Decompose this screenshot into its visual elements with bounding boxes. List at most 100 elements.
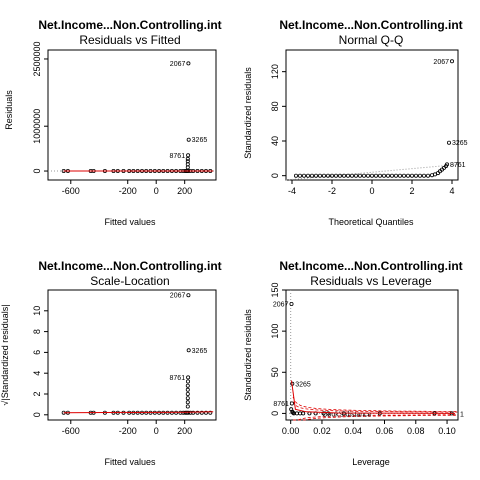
point-label: 3265	[192, 137, 208, 144]
cooks-contour	[293, 414, 458, 421]
data-point	[186, 348, 191, 353]
cooks-distance-contours	[292, 396, 458, 421]
data-point	[353, 173, 358, 178]
data-point	[369, 173, 374, 178]
x-tick-label: 0.04	[344, 426, 362, 436]
data-point	[349, 173, 354, 178]
x-tick-label: 0.00	[282, 426, 300, 436]
y-tick-label: 0	[270, 173, 280, 178]
y-axis-label: Standardized residuals	[243, 309, 253, 401]
x-tick-label: 200	[177, 426, 192, 436]
y-tick-label: 50	[270, 367, 280, 377]
y-tick-label: 8	[32, 329, 42, 334]
x-tick-label: 0	[154, 186, 159, 196]
data-point	[435, 171, 440, 176]
data-point	[337, 173, 342, 178]
data-point	[185, 379, 190, 384]
data-point	[185, 383, 190, 388]
point-label: 2067	[170, 293, 186, 300]
data-point	[185, 391, 190, 396]
panel-subtitle: Residuals vs Fitted	[79, 33, 180, 47]
data-point	[317, 173, 322, 178]
data-point	[293, 173, 298, 178]
data-point	[185, 404, 190, 409]
plot-frame	[285, 289, 459, 421]
residuals-vs-fitted-panel: Net.Income...Non.Controlling.int Residua…	[4, 18, 222, 227]
data-point	[393, 173, 398, 178]
scale-location-panel: Net.Income...Non.Controlling.int Scale-L…	[0, 259, 222, 467]
data-point	[401, 173, 406, 178]
data-point	[185, 387, 190, 392]
point-label: 8761	[450, 162, 466, 169]
x-tick-label: 2	[409, 186, 414, 196]
data-point	[444, 162, 449, 167]
data-point	[409, 173, 414, 178]
x-tick-label: -4	[288, 186, 296, 196]
data-point	[365, 173, 370, 178]
data-point	[321, 411, 326, 416]
data-point	[289, 401, 294, 406]
plot-frame	[47, 49, 217, 181]
data-point	[186, 293, 191, 298]
data-points	[61, 61, 213, 173]
y-tick-label: 2	[32, 391, 42, 396]
data-point	[421, 173, 426, 178]
data-point	[289, 301, 294, 306]
panel-subtitle: Scale-Location	[90, 274, 169, 288]
data-point	[389, 173, 394, 178]
y-tick-label: 4	[32, 371, 42, 376]
y-tick-label: 0	[32, 169, 42, 174]
data-points	[289, 301, 454, 416]
data-point	[301, 173, 306, 178]
point-label: 8761	[170, 375, 186, 382]
data-point	[185, 396, 190, 401]
y-axis-label: Residuals	[4, 90, 14, 130]
data-point	[309, 173, 314, 178]
data-point	[185, 400, 190, 405]
y-axis-label: Standardized residuals	[243, 67, 253, 159]
x-axis-label: Fitted values	[104, 457, 156, 467]
data-point	[397, 173, 402, 178]
data-point	[191, 410, 196, 415]
panel-subtitle: Residuals vs Leverage	[310, 274, 432, 288]
cooks-contour	[293, 414, 458, 421]
y-tick-label: 40	[270, 136, 280, 146]
cooks-contour	[292, 396, 458, 412]
panel-title: Net.Income...Non.Controlling.int	[279, 259, 462, 273]
data-point	[373, 173, 378, 178]
x-tick-label: 0.06	[376, 426, 394, 436]
panel-subtitle: Normal Q-Q	[339, 33, 404, 47]
data-point	[325, 173, 330, 178]
x-tick-label: -200	[119, 186, 137, 196]
data-point	[425, 173, 430, 178]
x-tick-label: 0.10	[438, 426, 456, 436]
x-tick-label: 4	[449, 186, 454, 196]
data-point	[405, 173, 410, 178]
data-point	[345, 173, 350, 178]
smoother-line	[291, 380, 455, 414]
data-point	[290, 410, 295, 415]
data-point	[417, 173, 422, 178]
cooks-level-label: 1	[460, 411, 464, 418]
y-tick-label: 0	[270, 411, 280, 416]
x-tick-label: 0	[369, 186, 374, 196]
y-tick-label: 80	[270, 101, 280, 111]
data-point	[186, 410, 191, 415]
data-point	[413, 173, 418, 178]
residuals-vs-leverage-panel: Net.Income...Non.Controlling.int Residua…	[243, 259, 464, 467]
point-label: 2067	[170, 61, 186, 68]
x-axis-label: Theoretical Quantiles	[328, 217, 414, 227]
y-tick-label: 2500000	[32, 41, 42, 76]
panel-title: Net.Income...Non.Controlling.int	[38, 259, 221, 273]
x-tick-label: -600	[62, 186, 80, 196]
data-point	[185, 156, 190, 161]
data-point	[333, 173, 338, 178]
data-point	[326, 411, 331, 416]
data-points	[61, 293, 213, 415]
data-point	[305, 173, 310, 178]
data-point	[381, 173, 386, 178]
data-point	[185, 159, 190, 164]
x-tick-label: -2	[328, 186, 336, 196]
point-label: 3265	[295, 381, 311, 388]
plot-frame	[47, 289, 217, 421]
